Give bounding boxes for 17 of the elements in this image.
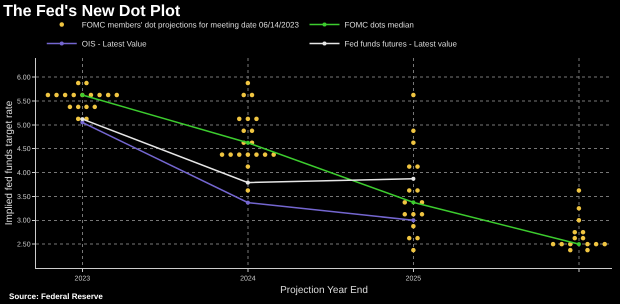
point (246, 200, 250, 205)
point (576, 242, 581, 246)
point (246, 180, 250, 185)
point (411, 200, 416, 204)
legend-label: Fed funds futures - Latest value (344, 40, 458, 49)
legend-label: OIS - Latest Value (82, 40, 148, 49)
x-axis-title: Projection Year End (280, 284, 368, 296)
point (411, 218, 416, 222)
point (80, 117, 84, 122)
legend-label: FOMC dots median (344, 20, 414, 30)
chart-title: The Fed's New Dot Plot (3, 2, 181, 20)
y-axis-title: Implied fed funds target rate (4, 100, 15, 226)
source-note: Source: Federal Reserve (9, 292, 104, 301)
point (411, 176, 416, 181)
point (246, 140, 250, 145)
point (80, 120, 84, 124)
legend-label: FOMC members' dot projections for meeting date 06/14/2023 (82, 20, 300, 30)
